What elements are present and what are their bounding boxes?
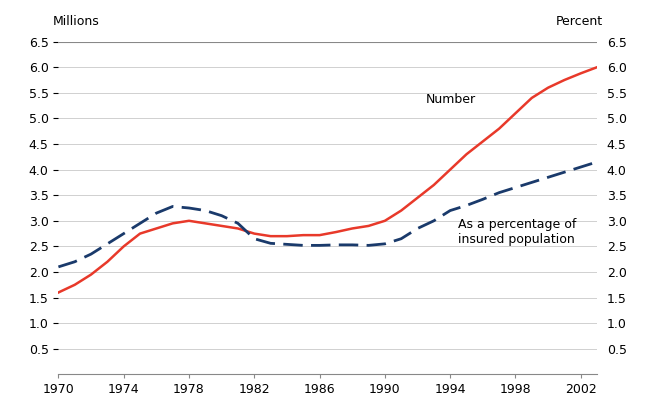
Text: Percent: Percent [556,15,602,28]
Text: As a percentage of
insured population: As a percentage of insured population [458,218,577,246]
Text: Millions: Millions [53,15,100,28]
Text: Number: Number [426,93,476,106]
